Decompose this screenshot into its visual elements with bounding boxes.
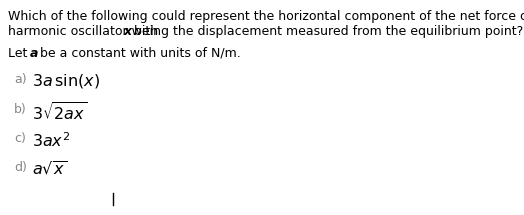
Text: x: x <box>124 25 132 38</box>
Text: harmonic oscillator with: harmonic oscillator with <box>8 25 162 38</box>
Text: c): c) <box>14 132 26 145</box>
Text: a: a <box>30 47 38 60</box>
Text: $a\sqrt{x}$: $a\sqrt{x}$ <box>32 160 68 178</box>
Text: being the displacement measured from the equilibrium point?: being the displacement measured from the… <box>130 25 523 38</box>
Text: $3ax^{2}$: $3ax^{2}$ <box>32 131 70 150</box>
Text: b): b) <box>14 103 27 116</box>
Text: $3\sqrt{2ax}$: $3\sqrt{2ax}$ <box>32 102 87 124</box>
Text: be a constant with units of N/m.: be a constant with units of N/m. <box>36 47 241 60</box>
Text: $3a\,\sin(x)$: $3a\,\sin(x)$ <box>32 72 100 90</box>
Text: a): a) <box>14 73 27 86</box>
Text: Let: Let <box>8 47 31 60</box>
Text: d): d) <box>14 161 27 174</box>
Text: Which of the following could represent the horizontal component of the net force: Which of the following could represent t… <box>8 10 524 23</box>
